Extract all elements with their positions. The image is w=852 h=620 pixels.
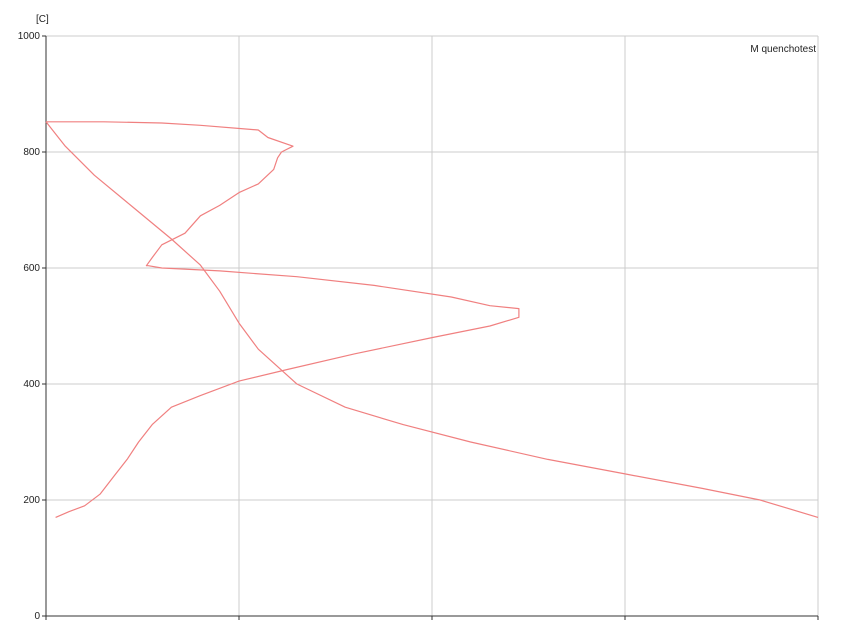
y-tick-label: 600 xyxy=(23,263,40,274)
y-tick-label: 400 xyxy=(23,379,40,390)
x-ticks xyxy=(45,616,819,620)
y-tick-label: 200 xyxy=(23,495,40,506)
series-line-2 xyxy=(45,121,819,518)
series-line-1 xyxy=(46,121,520,518)
grid xyxy=(46,35,819,616)
y-tick-label: 0 xyxy=(34,611,40,620)
y-ticks: 0 200 400 600 800 1000 xyxy=(18,31,46,620)
series-lines xyxy=(45,121,819,518)
y-axis-unit-label: [C] xyxy=(36,14,49,25)
y-tick-label: 800 xyxy=(23,147,40,158)
legend-entry: M quenchotest xyxy=(750,44,816,55)
y-tick-label: 1000 xyxy=(18,31,41,42)
